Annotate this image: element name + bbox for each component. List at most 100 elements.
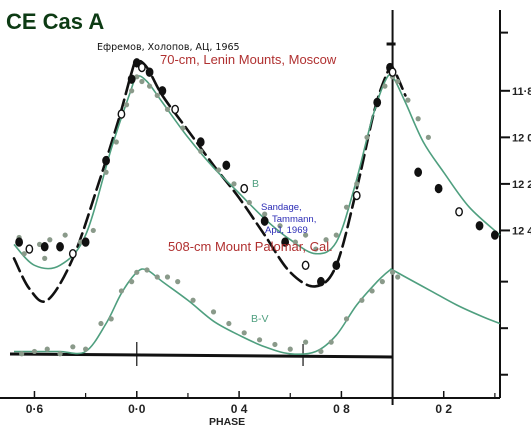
data-point-moscow [132,58,141,68]
data-point-b [180,125,186,131]
data-point-b [21,251,27,257]
x-axis-label: PHASE [209,416,245,427]
data-point-b [246,199,252,206]
credit-sandage-line2: Tammann, [272,214,316,225]
data-point-moscow [81,237,90,247]
y-tick-label: 12 0 [512,132,531,144]
y-tick-label: 11·8 [512,86,531,98]
data-point-moscow [260,216,269,226]
data-point-b [333,232,339,238]
data-point-b-v [164,274,171,280]
data-point-moscow [388,67,397,77]
data-point-b [123,102,130,108]
data-point-b [36,241,43,247]
data-point-b [382,83,388,89]
data-point-moscow [373,97,382,108]
credit-russian: Ефремов, Холопов, АЦ, 1965 [97,42,240,53]
x-tick-label: 0·6 [26,402,44,416]
data-point-b-v [287,346,293,352]
data-point-b-v [389,269,396,275]
data-point-moscow [317,276,325,287]
data-point-b [262,211,268,217]
data-point-b-v [83,346,89,352]
data-point-b [42,255,48,261]
data-point-b-v [328,339,334,345]
data-point-moscow [281,237,290,247]
data-point-b [395,78,401,85]
data-point-b-v [369,288,375,294]
data-point-b [303,232,309,238]
data-point-b [216,167,222,173]
data-point-b-v [57,351,63,357]
data-point-b-v [359,297,365,303]
data-point-moscow [25,244,34,254]
data-point-b [415,116,421,122]
data-point-b-v [343,316,350,322]
x-tick-label: 0 8 [333,402,350,416]
data-point-b [313,246,319,252]
data-point-moscow [196,137,205,147]
data-point-b-v [31,348,38,355]
data-point-b-v [395,274,401,280]
data-point-b-v [272,341,278,348]
data-point-moscow [414,167,423,177]
data-point-moscow [40,242,49,252]
data-point-moscow [68,249,77,259]
data-point-b [103,169,109,175]
x-tick-label: 0·0 [128,402,146,416]
data-point-b-v [70,344,76,350]
data-point-moscow [145,67,154,77]
y-tick-label: 12 4 [512,225,531,237]
credit-sandage-line3: ApJ, 1969 [265,225,308,236]
data-point-b [364,134,370,140]
y-tick-label: 12 2 [512,179,531,191]
series-line-moscow [12,59,407,303]
data-point-b-v [98,320,104,327]
x-tick-label: 0 2 [435,402,452,416]
data-point-b [354,181,360,187]
data-point-moscow [301,260,310,271]
data-point-b-v [44,346,50,352]
data-point-b-v [129,279,135,285]
series-label-b: B [252,178,259,190]
data-point-b-v [19,351,25,357]
chart-series-layer [12,58,501,357]
data-point-moscow [117,109,126,119]
data-point-moscow [137,62,146,73]
data-point-b-v [108,316,114,322]
series-label-b-v: B-V [251,313,269,325]
data-point-moscow [127,74,136,84]
x-tick-label: 0 4 [231,402,248,416]
data-point-moscow [158,86,167,96]
data-point-b-v [154,274,160,280]
data-point-moscow [102,155,110,166]
data-point-moscow [171,104,180,115]
series-line-b-v [14,268,501,356]
data-point-moscow [475,221,484,231]
comparison-baseline [9,352,393,359]
data-point-moscow [56,242,64,252]
data-point-moscow [434,183,443,194]
data-point-b [113,139,119,145]
data-point-moscow [455,207,463,217]
chart-title: CE Cas A [6,9,104,34]
data-point-b-v [379,279,385,285]
data-point-b-v [190,297,196,303]
data-point-b [154,92,160,99]
data-point-b [146,83,153,89]
data-point-b [47,237,53,243]
data-point-b [231,181,237,187]
credit-moscow: 70-cm, Lenin Mounts, Moscow [160,52,337,67]
data-point-moscow [332,260,341,271]
data-point-b-v [210,309,217,315]
data-point-b [323,237,329,243]
data-point-b-v [256,337,263,343]
data-point-b [129,88,135,94]
data-point-b-v [241,330,247,336]
data-point-b-v [226,320,232,327]
data-point-moscow [15,237,24,247]
credit-sandage-line1: Sandage, [261,202,302,213]
credit-palomar: 508-cm Mount Palomar, Cal. [168,239,333,254]
data-point-b-v [144,267,150,273]
